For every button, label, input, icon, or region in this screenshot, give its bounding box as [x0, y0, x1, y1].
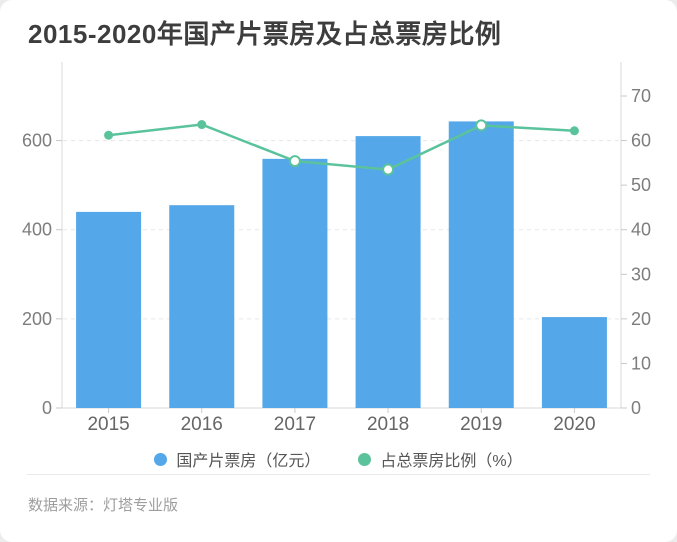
- bar-series-dot-icon: [154, 452, 168, 466]
- bar-2018: [355, 136, 421, 408]
- legend-item-ratio: 占总票房比例（%）: [358, 447, 523, 471]
- legend-label-box-office: 国产片票房（亿元）: [176, 453, 321, 470]
- bar-2019: [448, 121, 514, 409]
- left-axis-tick-label: 400: [22, 220, 52, 240]
- line-series-dot-icon: [358, 452, 372, 466]
- chart-legend: 国产片票房（亿元） 占总票房比例（%）: [0, 447, 677, 471]
- left-axis-tick-label: 200: [22, 309, 52, 329]
- x-axis-label: 2019: [460, 414, 502, 435]
- ratio-line: [108, 123, 575, 171]
- line-point-2020: [569, 126, 579, 136]
- right-axis-tick-label: 70: [631, 86, 651, 106]
- x-axis-label: 2018: [367, 414, 409, 435]
- x-axis-label: 2016: [181, 414, 223, 435]
- x-axis-label: 2017: [274, 414, 316, 435]
- left-axis-tick-label: 0: [42, 398, 52, 418]
- line-point-2018: [382, 163, 395, 176]
- bar-2020: [541, 317, 607, 408]
- footer-divider: [27, 474, 650, 475]
- legend-label-ratio: 占总票房比例（%）: [380, 453, 523, 470]
- line-point-2017: [288, 155, 301, 168]
- x-axis-label: 2020: [553, 414, 595, 435]
- chart-title: 2015-2020年国产片票房及占总票房比例: [28, 19, 502, 49]
- line-point-2019: [475, 119, 488, 132]
- line-point-2015: [104, 130, 114, 140]
- left-axis-tick-label: 600: [22, 131, 52, 151]
- right-axis-tick-label: 60: [631, 131, 651, 151]
- right-axis-tick-label: 30: [631, 264, 651, 284]
- right-axis-tick-label: 50: [631, 175, 651, 195]
- right-axis-tick-label: 0: [631, 398, 641, 418]
- legend-item-box-office: 国产片票房（亿元）: [154, 447, 320, 471]
- data-source-caption: 数据来源：灯塔专业版: [28, 497, 179, 514]
- right-axis-tick-label: 20: [631, 309, 651, 329]
- line-point-2016: [197, 120, 207, 130]
- right-axis-tick-label: 10: [631, 353, 651, 373]
- right-axis-tick-label: 40: [631, 220, 651, 240]
- x-axis-label: 2015: [87, 414, 129, 435]
- bar-2016: [169, 205, 235, 408]
- bar-2015: [76, 211, 142, 408]
- bar-2017: [262, 158, 328, 408]
